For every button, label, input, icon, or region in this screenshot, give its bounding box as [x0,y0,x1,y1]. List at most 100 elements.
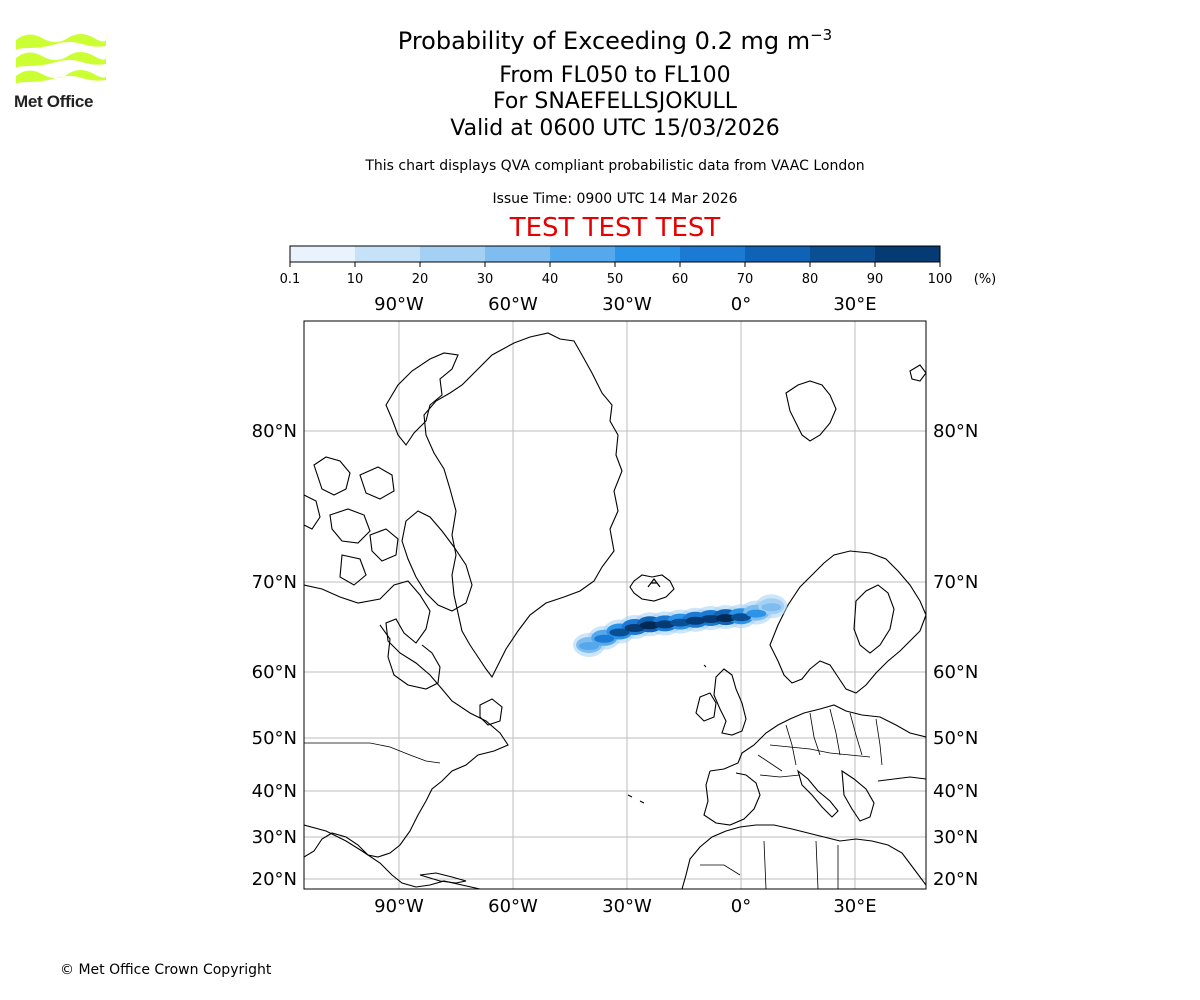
europe-borders [757,708,883,778]
chart-title-main: Probability of Exceeding 0.2 mg m [397,27,811,55]
svalbard-coast [785,380,837,442]
longitude-label-bottom: 90°W [374,896,424,917]
plume-core [655,620,675,629]
colorbar-unit: (%) [974,272,997,287]
longitude-label-bottom: 0° [731,896,751,917]
plume-core [715,614,736,623]
greenland-coast [423,332,623,679]
iceland-coast [629,574,675,602]
latitude-label-left: 40°N [252,781,297,802]
plume-core [685,616,706,625]
colorbar-tick-label: 30 [477,272,494,287]
longitude-label-top: 90°W [374,294,424,315]
latitude-label-left: 50°N [252,728,297,749]
colorbar-tick-label: 40 [542,272,559,287]
chart-title-superscript: −3 [810,26,833,44]
longitude-label-bottom: 30°W [602,896,652,917]
colorbar-swatch-2 [420,246,486,262]
iberia-coast [703,770,761,826]
europe-coast [709,704,926,772]
latitude-label-right: 50°N [933,728,978,749]
chart-description: This chart displays QVA compliant probab… [365,158,865,174]
colorbar-tick-label: 100 [928,272,953,287]
copyright-text: © Met Office Crown Copyright [60,962,272,978]
north-america-coast [304,580,509,858]
colorbar-tick-label: 70 [737,272,754,287]
turkey-coast [877,776,926,782]
plume-core [609,628,630,637]
ireland-coast [695,692,717,722]
balkans-greece-coast [841,769,875,822]
italy-coast [796,769,839,818]
plume-core [700,615,721,623]
colorbar-tick-label: 90 [867,272,884,287]
baffin-island-coast [401,510,473,612]
colorbar-swatch-6 [680,246,746,262]
colorbar-swatch-4 [550,246,616,262]
plume-core [594,634,615,643]
latitude-label-left: 20°N [252,869,297,890]
latitude-label-right: 60°N [933,662,978,683]
arctic-islands-coast [304,456,399,586]
colorbar-swatch-7 [745,246,811,262]
map: 90°W 60°W 30°W 0° 30°E 90°W 60°W 30°W 0° 30°E 80… [252,294,979,917]
latitude-label-right: 40°N [933,781,978,802]
hudson-bay-coast [379,624,441,690]
colorbar-swatch-8 [810,246,876,262]
colorbar-swatch-5 [615,246,681,262]
country-borders [304,708,883,889]
met-office-waves-icon [16,34,107,84]
plume-core [624,624,645,632]
colorbar-tick-label: 10 [347,272,364,287]
longitude-label-top: 60°W [488,294,538,315]
franz-josef-coast [909,364,926,382]
colorbar-tick-label: 20 [412,272,429,287]
azores-islands [627,794,645,804]
longitude-label-top: 30°W [602,294,652,315]
longitude-label-bottom: 60°W [488,896,538,917]
latitude-label-left: 60°N [252,662,297,683]
longitude-label-top: 30°E [833,294,876,315]
latitude-label-left: 30°N [252,827,297,848]
plume-core [579,642,599,650]
colorbar-swatch-3 [485,246,551,262]
latitude-label-left: 70°N [252,572,297,593]
cuba-coast [419,872,467,884]
test-banner: TEST TEST TEST [509,213,721,243]
map-frame [303,320,927,890]
latitude-label-right: 20°N [933,869,978,890]
scandinavia-coast [769,550,926,694]
longitude-label-top: 0° [731,294,751,315]
newfoundland-coast [479,698,503,726]
us-canada-border [304,742,441,764]
plume-core [731,613,751,622]
colorbar-tick-label: 0.1 [280,272,301,287]
colorbar: 0.1 10 20 30 40 50 60 70 80 90 100 (%) [280,245,997,287]
volcano-location-icon [647,578,661,588]
chart-title: Probability of Exceeding 0.2 mg m−3 [240,26,990,55]
plume-core [746,609,767,618]
latitude-label-right: 30°N [933,827,978,848]
colorbar-tick-label: 50 [607,272,624,287]
ellesmere-coast [385,352,459,446]
plume-core [761,603,782,612]
africa-borders [700,840,866,889]
colorbar-tick-label: 80 [802,272,819,287]
latitude-label-right: 70°N [933,572,978,593]
longitude-label-bottom: 30°E [833,896,876,917]
colorbar-swatch-1 [355,246,421,262]
met-office-logo: Met Office [14,30,110,112]
faroe-islands [703,664,707,668]
met-office-logo-text: Met Office [14,92,94,111]
coastlines [304,332,926,889]
issue-time: Issue Time: 0900 UTC 14 Mar 2026 [492,191,738,207]
colorbar-swatch-9 [875,246,941,262]
plume-core [670,618,691,627]
africa-coast [681,824,926,889]
colorbar-swatch-0 [290,246,356,262]
subtitle-flight-levels: From FL050 to FL100 [499,63,731,88]
latitude-label-left: 80°N [252,421,297,442]
finland-coast [853,584,895,654]
plume-core [639,621,660,630]
subtitle-volcano: For SNAEFELLSJOKULL [492,89,738,114]
